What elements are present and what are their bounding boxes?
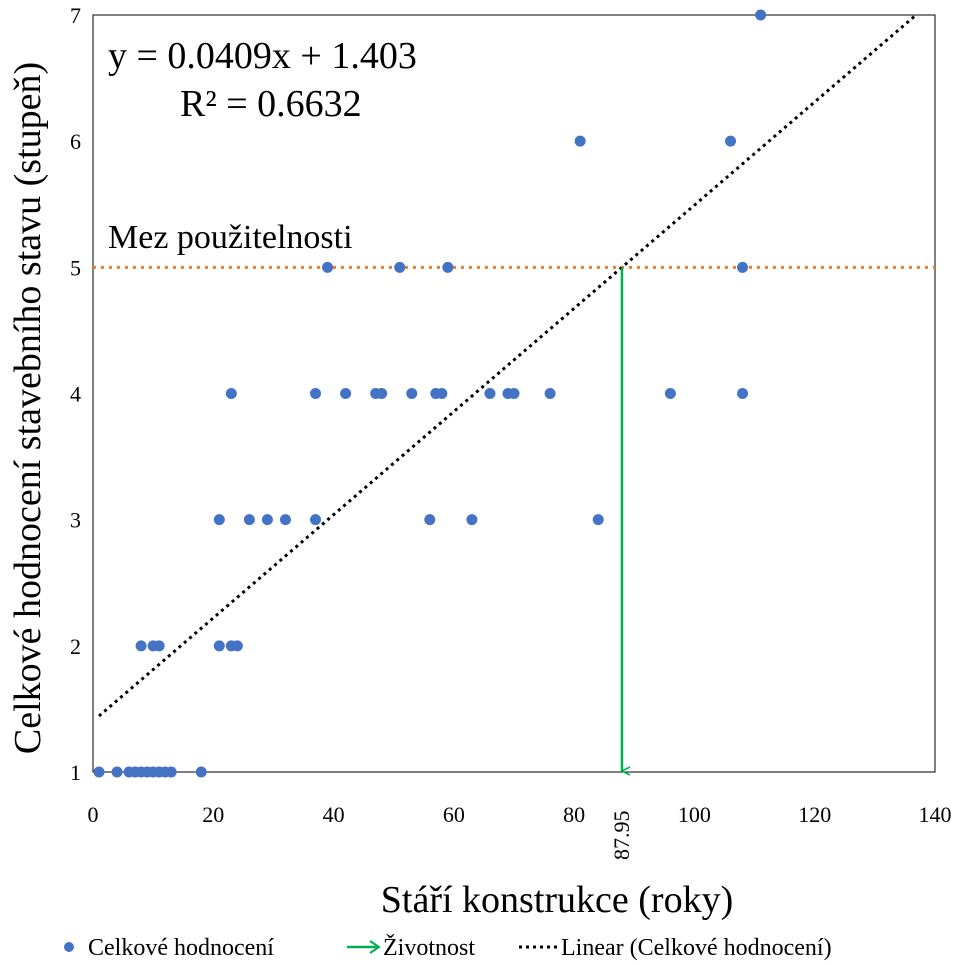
data-point <box>213 640 225 652</box>
y-tick-label: 4 <box>70 382 81 407</box>
data-point <box>225 388 237 399</box>
data-point <box>737 388 749 399</box>
data-point <box>376 388 388 399</box>
data-point <box>310 514 322 526</box>
data-point <box>195 766 207 778</box>
data-point <box>322 261 334 273</box>
x-tick-label: 140 <box>919 802 952 827</box>
y-tick-label: 6 <box>70 129 81 154</box>
data-point <box>394 261 406 273</box>
data-point <box>424 514 436 526</box>
x-tick-label: 40 <box>323 802 345 827</box>
y-tick-label: 2 <box>70 634 81 659</box>
x-tick-label: 0 <box>88 802 99 827</box>
data-point <box>592 514 604 526</box>
trendline-equation: y = 0.0409x + 1.403 <box>108 35 417 77</box>
data-point <box>466 514 478 526</box>
data-point <box>340 388 352 399</box>
y-tick-label: 5 <box>70 255 81 280</box>
r-squared-label: R² = 0.6632 <box>180 83 362 125</box>
legend-dot-icon <box>64 942 74 952</box>
x-tick-label: 60 <box>443 802 465 827</box>
data-point <box>165 766 177 778</box>
x-axis-title: Stáří konstrukce (roky) <box>381 879 733 921</box>
data-point <box>213 514 225 526</box>
data-point <box>231 640 243 652</box>
data-point <box>261 514 273 526</box>
y-tick-label: 3 <box>70 508 81 533</box>
legend-label-trend: Linear (Celkové hodnocení) <box>561 935 832 961</box>
threshold-label: Mez použitelnosti <box>108 219 353 256</box>
legend-label-lifetime: Životnost <box>383 935 475 961</box>
trend-line <box>98 13 918 718</box>
x-tick-label: 20 <box>202 802 224 827</box>
data-point <box>725 135 737 147</box>
y-axis-title: Celkové hodnocení stavebního stavu (stup… <box>7 62 49 754</box>
legend-label-scatter: Celkové hodnocení <box>88 935 274 961</box>
marked-x-value-label: 87.95 <box>609 811 634 861</box>
data-point <box>755 9 767 21</box>
data-point <box>508 388 520 399</box>
y-tick-label: 7 <box>70 3 81 28</box>
y-tick-labels: 1 2 3 4 5 6 7 <box>70 3 81 785</box>
data-point <box>310 388 322 399</box>
data-point <box>574 135 586 147</box>
x-tick-label: 100 <box>678 802 711 827</box>
plot-area <box>92 14 936 773</box>
data-point <box>135 640 147 652</box>
data-point <box>93 766 105 778</box>
data-point <box>153 640 165 652</box>
data-point <box>243 514 255 526</box>
data-point <box>279 514 291 526</box>
data-point <box>664 388 676 399</box>
x-tick-label: 120 <box>798 802 831 827</box>
legend-arrowhead <box>369 940 381 954</box>
data-point <box>406 388 418 399</box>
y-tick-label: 1 <box>70 760 81 785</box>
x-tick-label: 80 <box>563 802 585 827</box>
data-point <box>111 766 123 778</box>
data-point <box>484 388 496 399</box>
x-tick-labels: 0 20 40 60 80 100 120 140 <box>88 802 952 827</box>
legend: Celkové hodnocení Životnost Linear (Celk… <box>64 935 832 961</box>
data-point <box>737 261 749 273</box>
data-point <box>436 388 448 399</box>
data-point <box>544 388 556 399</box>
data-point <box>442 261 454 273</box>
scatter-points <box>93 9 767 778</box>
